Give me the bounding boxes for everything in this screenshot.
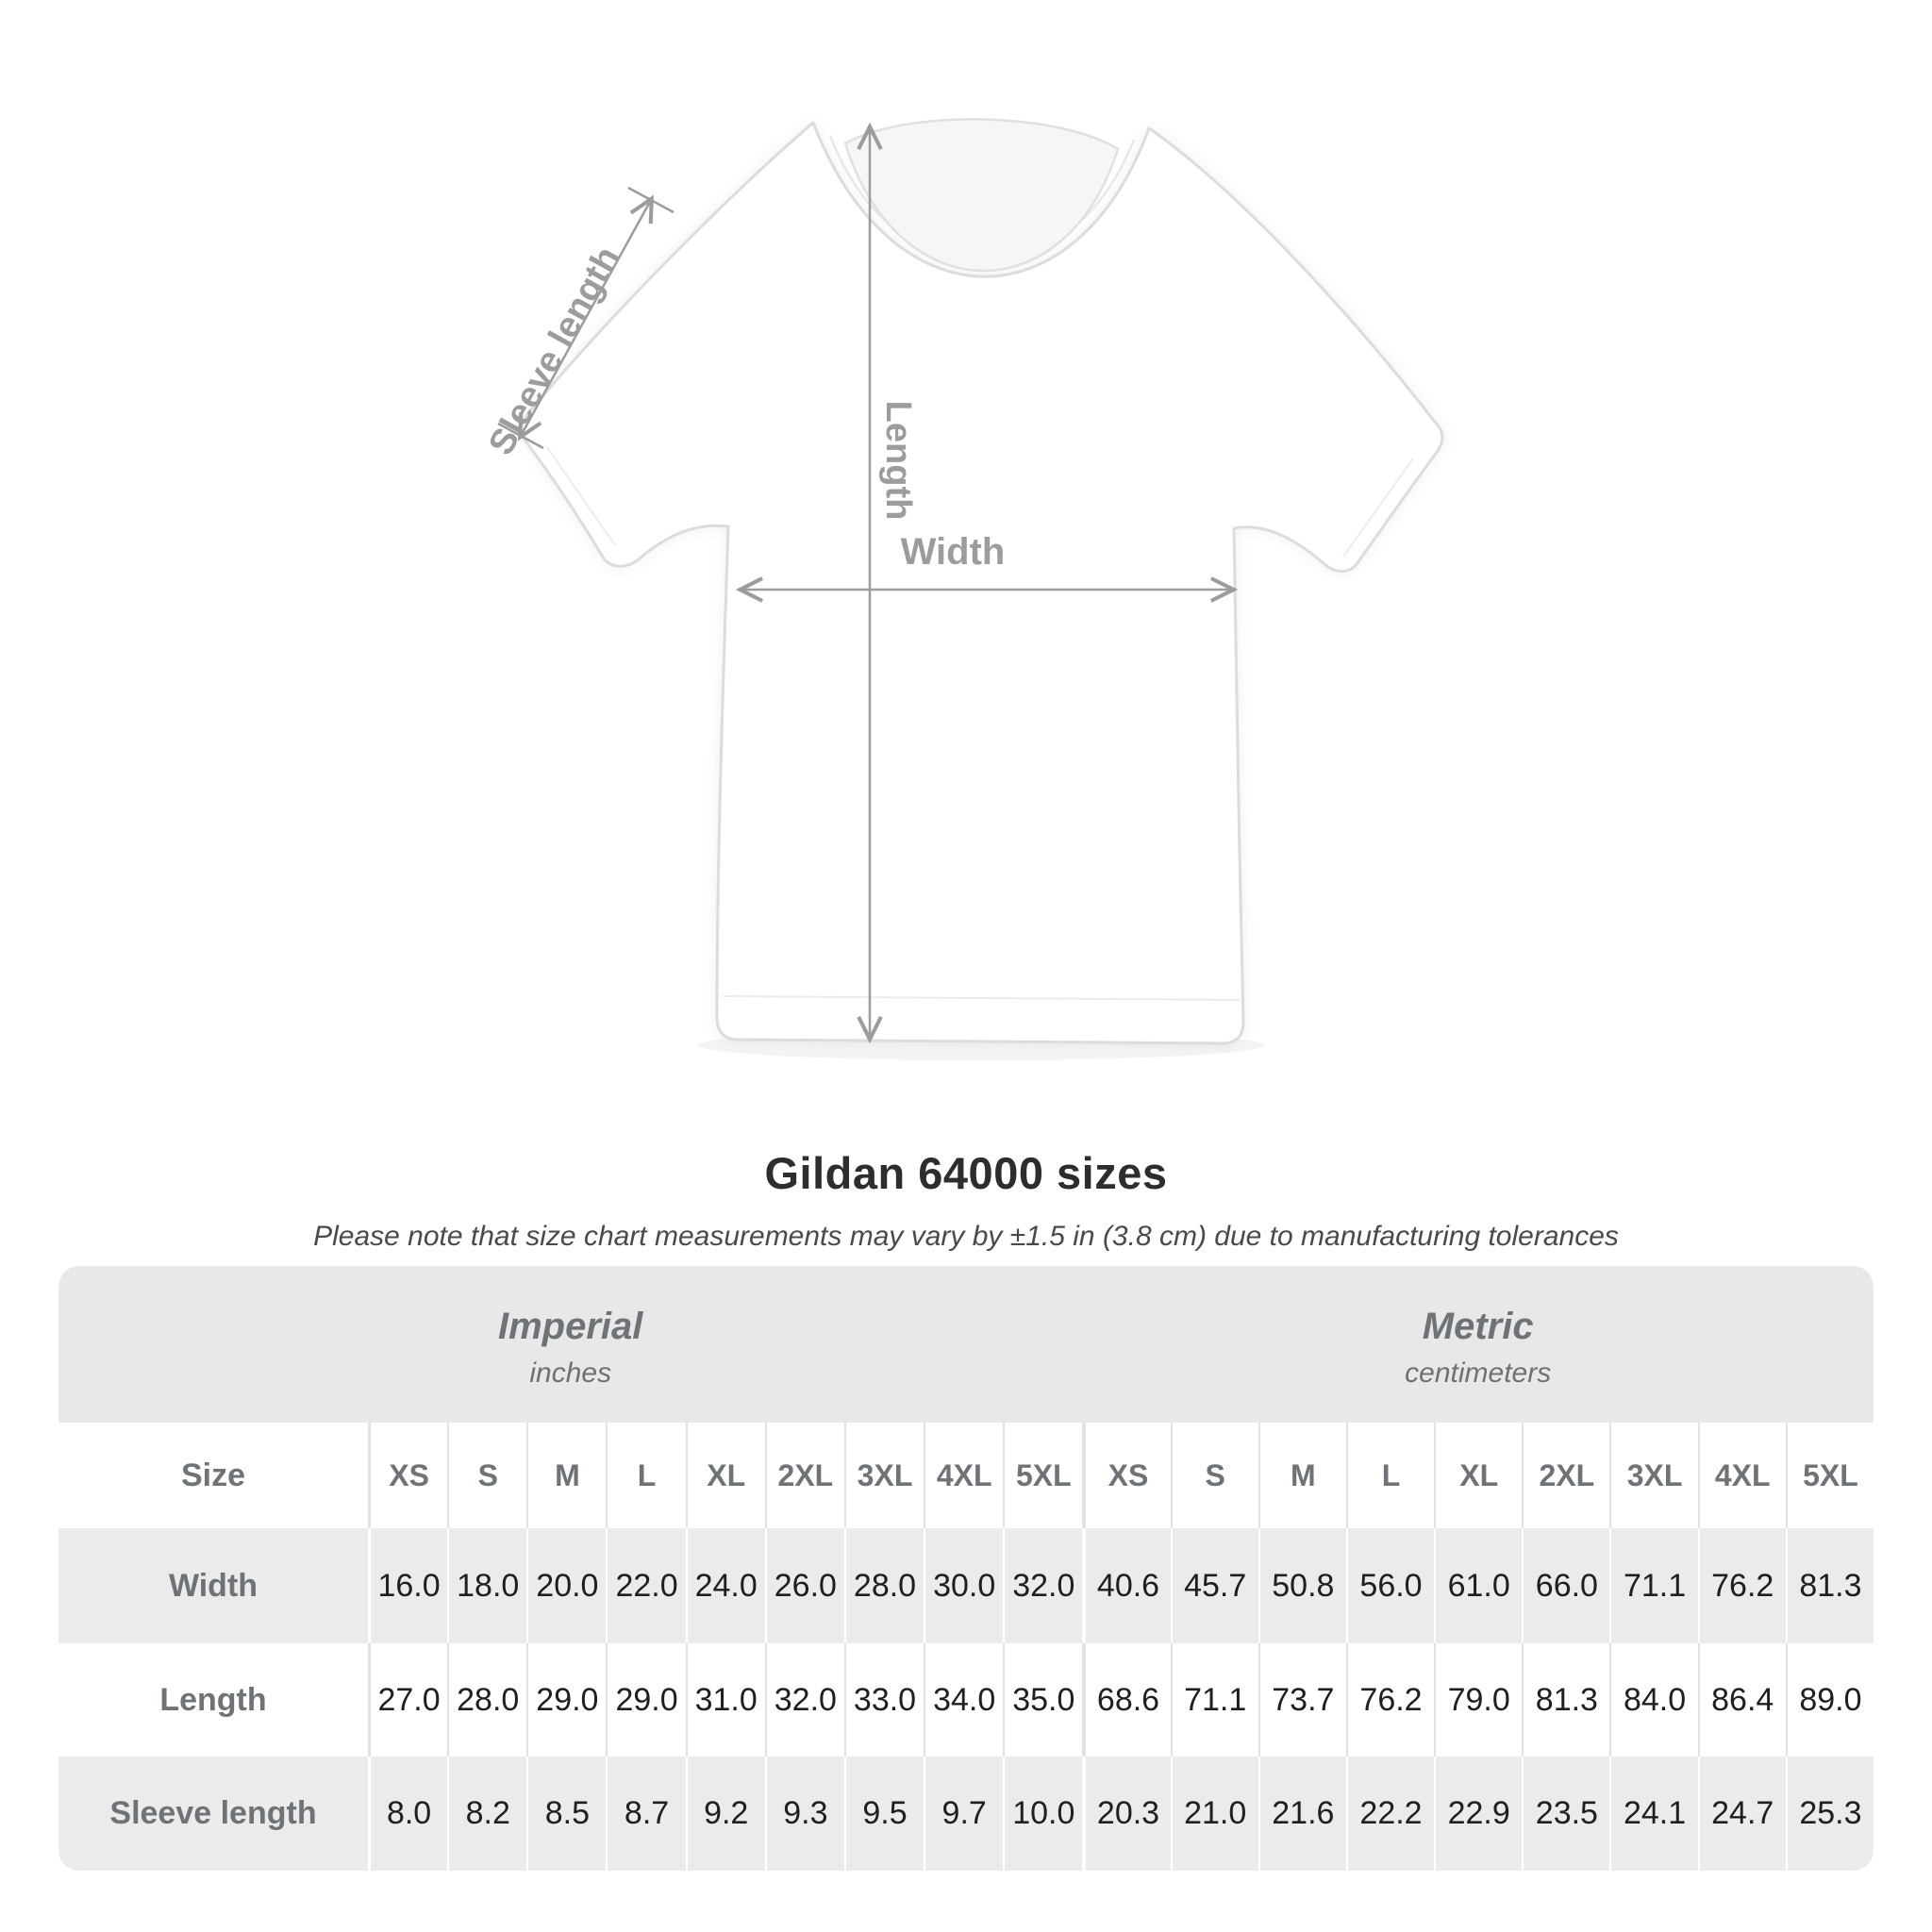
size-header-cell: 5XL [1003, 1423, 1083, 1528]
neck-opening [843, 118, 1120, 273]
value-cell: 73.7 [1257, 1643, 1346, 1757]
size-header-cell: 4XL [1697, 1423, 1786, 1528]
value-cell: 21.6 [1257, 1757, 1346, 1871]
metric-group-title: Metric [1422, 1305, 1534, 1347]
size-header-cell: XS [368, 1423, 448, 1528]
value-cell: 20.0 [526, 1528, 607, 1643]
size-header-cell: XS [1082, 1423, 1171, 1528]
value-cell: 25.3 [1785, 1757, 1874, 1871]
value-cell: 8.5 [526, 1757, 607, 1871]
value-cell: 34.0 [924, 1643, 1004, 1757]
value-cell: 71.1 [1609, 1528, 1698, 1643]
size-header-cell: M [526, 1423, 607, 1528]
size-corner-header: Size [58, 1423, 368, 1528]
value-cell: 8.0 [368, 1757, 448, 1871]
left-sleeve-stitch [546, 446, 616, 546]
value-cell: 28.0 [843, 1528, 924, 1643]
metric-group-unit: centimeters [1405, 1357, 1552, 1389]
size-header-cell: 2XL [1522, 1423, 1610, 1528]
value-cell: 50.8 [1257, 1528, 1346, 1643]
value-cell: 32.0 [1003, 1528, 1083, 1643]
size-header-cell: 3XL [843, 1423, 924, 1528]
value-cell: 16.0 [368, 1528, 448, 1643]
value-cell: 56.0 [1345, 1528, 1435, 1643]
value-cell: 27.0 [368, 1643, 448, 1757]
page-title: Gildan 64000 sizes [764, 1148, 1168, 1198]
value-cell: 68.6 [1082, 1643, 1171, 1757]
imperial-group-header: Imperial inches [58, 1266, 1083, 1423]
size-header-cell: 4XL [924, 1423, 1004, 1528]
size-header-cell: M [1257, 1423, 1346, 1528]
value-cell: 33.0 [843, 1643, 924, 1757]
width-label: Width [901, 531, 1006, 573]
size-header-cell: S [1170, 1423, 1258, 1528]
row-label-width: Width [58, 1528, 368, 1643]
sleeve-extent-tick-top [627, 186, 675, 214]
imperial-group-title: Imperial [498, 1305, 643, 1347]
value-cell: 23.5 [1522, 1757, 1610, 1871]
value-cell: 9.7 [924, 1757, 1004, 1871]
value-cell: 71.1 [1170, 1643, 1258, 1757]
value-cell: 29.0 [526, 1643, 607, 1757]
size-header-cell: L [606, 1423, 686, 1528]
sleeve-dimension-line [517, 194, 655, 441]
value-cell: 26.0 [764, 1528, 844, 1643]
size-header-cell: XL [685, 1423, 765, 1528]
value-cell: 22.9 [1434, 1757, 1523, 1871]
value-cell: 89.0 [1785, 1643, 1874, 1757]
value-cell: 84.0 [1609, 1643, 1698, 1757]
value-cell: 76.2 [1697, 1528, 1786, 1643]
value-cell: 21.0 [1170, 1757, 1258, 1871]
value-cell: 79.0 [1434, 1643, 1523, 1757]
value-cell: 22.0 [606, 1528, 686, 1643]
value-cell: 8.7 [606, 1757, 686, 1871]
value-cell: 81.3 [1522, 1643, 1610, 1757]
value-cell: 30.0 [924, 1528, 1004, 1643]
value-cell: 32.0 [764, 1643, 844, 1757]
size-header-cell: 3XL [1609, 1423, 1698, 1528]
right-sleeve-stitch [1342, 458, 1414, 558]
size-table: Imperial inches Metric centimeters Size … [58, 1266, 1874, 1871]
size-header-cell: XL [1434, 1423, 1523, 1528]
value-cell: 10.0 [1003, 1757, 1083, 1871]
value-cell: 9.5 [843, 1757, 924, 1871]
value-cell: 18.0 [447, 1528, 527, 1643]
value-cell: 9.2 [685, 1757, 765, 1871]
value-cell: 66.0 [1522, 1528, 1610, 1643]
value-cell: 76.2 [1345, 1643, 1435, 1757]
imperial-group-unit: inches [529, 1357, 612, 1389]
hem-stitch [722, 995, 1241, 1001]
value-cell: 61.0 [1434, 1528, 1523, 1643]
value-cell: 24.7 [1697, 1757, 1786, 1871]
tolerance-note: Please note that size chart measurements… [313, 1221, 1619, 1252]
value-cell: 29.0 [606, 1643, 686, 1757]
row-label-sleeve-length: Sleeve length [58, 1757, 368, 1871]
value-cell: 86.4 [1697, 1643, 1786, 1757]
size-header-cell: 5XL [1785, 1423, 1874, 1528]
value-cell: 24.0 [685, 1528, 765, 1643]
value-cell: 20.3 [1082, 1757, 1171, 1871]
value-cell: 22.2 [1345, 1757, 1435, 1871]
row-label-length: Length [58, 1643, 368, 1757]
tshirt-illustration: Length Width Sleeve length [481, 118, 1444, 1060]
value-cell: 31.0 [685, 1643, 765, 1757]
value-cell: 28.0 [447, 1643, 527, 1757]
value-cell: 81.3 [1785, 1528, 1874, 1643]
value-cell: 24.1 [1609, 1757, 1698, 1871]
tshirt-diagram: Length Width Sleeve length [481, 118, 1444, 1060]
size-header-cell: 2XL [764, 1423, 844, 1528]
value-cell: 9.3 [764, 1757, 844, 1871]
value-cell: 8.2 [447, 1757, 527, 1871]
size-header-cell: L [1345, 1423, 1435, 1528]
size-header-cell: S [447, 1423, 527, 1528]
metric-group-header: Metric centimeters [1082, 1266, 1874, 1423]
value-cell: 40.6 [1082, 1528, 1171, 1643]
value-cell: 35.0 [1003, 1643, 1083, 1757]
length-label: Length [878, 401, 918, 521]
value-cell: 45.7 [1170, 1528, 1258, 1643]
sleeve-extent-tick-bottom [497, 422, 544, 450]
